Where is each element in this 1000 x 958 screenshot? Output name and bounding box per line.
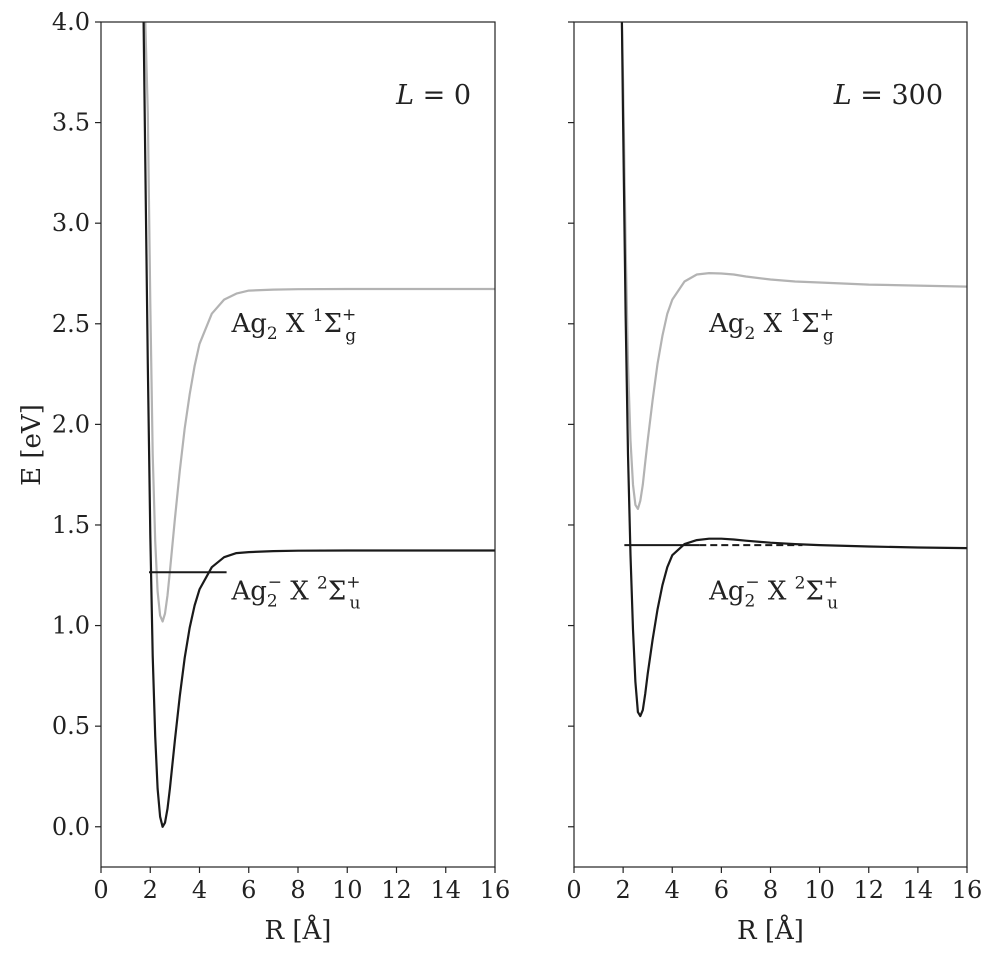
state-label-part: Ag [231, 309, 267, 339]
y-tick-label: 3.0 [52, 209, 90, 237]
state-label-part: 2 [745, 591, 756, 611]
panel-label-value: = 300 [852, 80, 943, 111]
x-tick-label: 2 [615, 876, 630, 904]
state-label-part: g [823, 326, 834, 346]
state-label-part: 1 [313, 306, 324, 326]
x-tick-label: 6 [241, 876, 256, 904]
x-tick-label: 2 [143, 876, 158, 904]
state-label-part: 1 [790, 306, 801, 326]
state-label-part: 2 [317, 573, 328, 593]
state-label-part: g [345, 326, 356, 346]
x-tick-label: 16 [952, 876, 983, 904]
y-tick-label: 2.5 [52, 310, 90, 338]
panel-label-variable: L [395, 80, 414, 111]
state-label-part: X [282, 576, 317, 606]
y-tick-label: 1.0 [52, 612, 90, 640]
state-label-part: X [760, 576, 795, 606]
state-label-part: u [827, 593, 838, 613]
x-tick-label: 8 [290, 876, 305, 904]
x-axis-label: R [Å] [737, 914, 804, 946]
plot-area [142, 22, 495, 828]
state-label-part: Ag [231, 576, 267, 606]
x-tick-label: 10 [804, 876, 835, 904]
state-label-part: Σ [324, 309, 342, 339]
state-label-part: Σ [805, 576, 823, 606]
plot-area [620, 22, 967, 718]
state-label-part: Ag [708, 309, 744, 339]
state-label-part: X [755, 309, 790, 339]
panel-left: 0 2 4 6 8 10 12 14 160.00.51.01.52.02.53.03.54.0… [52, 8, 510, 946]
y-tick-label: 4.0 [52, 8, 90, 36]
panel-label-variable: L [833, 80, 852, 111]
x-axis-label: R [Å] [265, 914, 332, 946]
x-tick-label: 12 [853, 876, 884, 904]
x-tick-label: 6 [714, 876, 729, 904]
x-tick-label: 12 [381, 876, 412, 904]
state-label-part: − [268, 572, 282, 592]
state-label-part: Ag [708, 576, 744, 606]
panel-label: L = 300 [833, 80, 943, 111]
state-label: Ag2− X 2Σ+ u [231, 572, 361, 613]
plot-frame [100, 21, 496, 868]
x-tick-label: 4 [192, 876, 207, 904]
state-label-part: Σ [801, 309, 819, 339]
plot-frame [573, 21, 968, 868]
y-tick-label: 3.5 [52, 109, 90, 137]
state-label-part: − [745, 572, 759, 592]
x-tick-label: 0 [566, 876, 581, 904]
y-tick-label: 0.0 [52, 813, 90, 841]
x-tick-label: 10 [332, 876, 363, 904]
panel-label: L = 0 [395, 80, 471, 111]
neutral-curve [620, 22, 967, 510]
anion-curve [620, 22, 967, 718]
x-tick-label: 4 [665, 876, 680, 904]
state-label: Ag2 X 1Σ+ g [231, 305, 357, 346]
y-tick-label: 1.5 [52, 511, 90, 539]
x-tick-label: 16 [480, 876, 511, 904]
state-label-part: + [820, 305, 834, 325]
state-label-part: X [278, 309, 313, 339]
x-tick-label: 14 [903, 876, 934, 904]
state-label-part: + [342, 305, 356, 325]
state-label-part: 2 [267, 324, 278, 344]
state-label-part: Σ [328, 576, 346, 606]
panel-label-value: = 0 [414, 80, 471, 111]
state-label-part: u [350, 593, 361, 613]
state-label: Ag2− X 2Σ+ u [708, 572, 838, 613]
state-label-part: 2 [267, 591, 278, 611]
state-label-part: 2 [795, 573, 806, 593]
x-tick-label: 8 [763, 876, 778, 904]
state-label-part: + [346, 572, 360, 592]
neutral-curve [144, 22, 495, 623]
y-tick-label: 0.5 [52, 712, 90, 740]
y-axis-label: E [eV] [17, 404, 47, 486]
anion-curve [142, 22, 495, 828]
x-tick-label: 14 [430, 876, 461, 904]
y-tick-label: 2.0 [52, 410, 90, 438]
state-label-part: 2 [745, 324, 756, 344]
x-tick-label: 0 [93, 876, 108, 904]
state-label: Ag2 X 1Σ+ g [708, 305, 834, 346]
state-label-part: + [824, 572, 838, 592]
